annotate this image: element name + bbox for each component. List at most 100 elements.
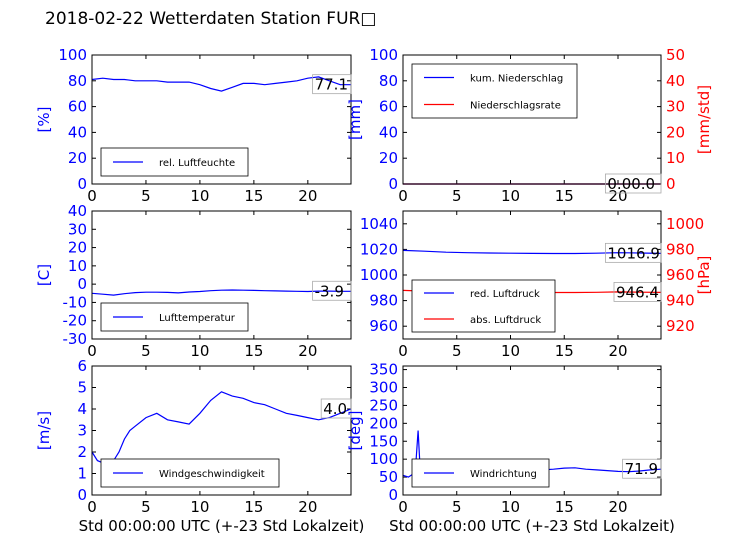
pressure-ytick-label: 1040 (360, 215, 398, 233)
pressure-ytick2-label: 1000 (666, 215, 704, 233)
temperature-ytick-label: 40 (68, 202, 87, 220)
temperature-legend-label: Lufttemperatur (159, 313, 236, 324)
temperature-annotation: -3.9 (315, 282, 344, 300)
humidity-ytick-label: 40 (68, 123, 87, 141)
winddir-xlabel: Std 00:00:00 UTC (+-23 Std Lokalzeit) (389, 517, 675, 535)
pressure-legend-box (411, 279, 556, 333)
precip-ytick-label: 60 (379, 98, 398, 116)
precip-xtick-label: 0 (398, 187, 408, 205)
precip-ytick-label: 100 (369, 46, 398, 64)
windspeed-plot-frame (91, 365, 352, 496)
precip-xtick-label: 20 (608, 187, 627, 205)
pressure-xtick-label: 0 (398, 342, 408, 360)
precip-ytick2-label: 50 (666, 46, 685, 64)
precip-ytick-label: 80 (379, 72, 398, 90)
precip-ytick2-label: 20 (666, 123, 685, 141)
windspeed-annotation-box (320, 398, 352, 419)
pressure-annotation: 1016.9 (607, 244, 660, 262)
pressure-ytick2-label: 920 (666, 317, 695, 335)
precip-ytick-label: 0 (388, 175, 398, 193)
winddir-xtick-label: 0 (398, 498, 408, 516)
temperature-xtick-label: 0 (87, 342, 97, 360)
windspeed-ytick-label: 6 (77, 357, 87, 375)
pressure-ylabel2: [hPa] (695, 256, 713, 295)
windspeed-xlabel: Std 00:00:00 UTC (+-23 Std Lokalzeit) (79, 517, 365, 535)
humidity-ytick-label: 100 (58, 46, 87, 64)
winddir-ytick-label: 200 (369, 414, 398, 432)
temperature-ylabel: [C] (35, 264, 53, 286)
pressure-ytick-label: 1020 (360, 240, 398, 258)
humidity-ytick-label: 20 (68, 149, 87, 167)
pressure-xtick-label: 15 (555, 342, 574, 360)
windspeed-ytick-label: 2 (77, 443, 87, 461)
precip-ytick2-label: 30 (666, 98, 685, 116)
windspeed-xtick-label: 15 (244, 498, 263, 516)
windspeed-legend-label: Windgeschwindigkeit (159, 469, 265, 480)
winddir-ytick-label: 50 (379, 468, 398, 486)
windspeed-annotation: 4.0 (323, 400, 347, 418)
temperature-annotation-box (312, 280, 352, 301)
temperature-xtick-label: 15 (244, 342, 263, 360)
winddir-xtick-label: 15 (555, 498, 574, 516)
winddir-annotation-box (622, 458, 662, 479)
windspeed-ytick-label: 1 (77, 465, 87, 483)
windspeed-xtick-label: 10 (190, 498, 209, 516)
winddir-ytick-label: 300 (369, 379, 398, 397)
humidity-annotation: 77.1 (315, 76, 348, 94)
windspeed-xtick-label: 0 (87, 498, 97, 516)
temperature-series-line-0 (91, 289, 351, 296)
windspeed-ytick-label: 5 (77, 379, 87, 397)
winddir-legend-box (411, 458, 550, 488)
pressure-annotation: 946.4 (616, 283, 659, 301)
humidity-series-line-0 (91, 76, 351, 92)
winddir-xtick-label: 5 (452, 498, 462, 516)
humidity-annotation-box (312, 74, 352, 95)
pressure-legend-label: abs. Luftdruck (470, 315, 541, 326)
precip-ytick-label: 20 (379, 149, 398, 167)
humidity-xtick-label: 15 (244, 187, 263, 205)
precip-xtick-label: 5 (452, 187, 462, 205)
humidity-xtick-label: 0 (87, 187, 97, 205)
precip-xtick-label: 10 (501, 187, 520, 205)
pressure-series-line-0 (402, 249, 662, 255)
humidity-legend-label: rel. Luftfeuchte (159, 158, 235, 169)
winddir-legend-label: Windrichtung (470, 469, 537, 480)
pressure-xtick-label: 5 (452, 342, 462, 360)
windspeed-ytick-label: 4 (77, 400, 87, 418)
pressure-xtick-label: 20 (608, 342, 627, 360)
humidity-ytick-label: 80 (68, 72, 87, 90)
temperature-xtick-label: 20 (298, 342, 317, 360)
winddir-ytick-label: 250 (369, 396, 398, 414)
precip-plot-frame (402, 54, 662, 185)
temperature-ytick-label: 10 (68, 257, 87, 275)
humidity-xtick-label: 20 (298, 187, 317, 205)
pressure-ytick-label: 960 (369, 317, 398, 335)
windspeed-ytick-label: 3 (77, 422, 87, 440)
winddir-ytick-label: 150 (369, 432, 398, 450)
pressure-ytick-label: 1000 (360, 266, 398, 284)
temperature-ytick-label: 20 (68, 239, 87, 257)
windspeed-ylabel: [m/s] (35, 411, 53, 450)
temperature-plot-frame (91, 210, 352, 340)
temperature-ytick-label: 0 (77, 275, 87, 293)
winddir-ytick-label: 350 (369, 361, 398, 379)
humidity-xtick-label: 10 (190, 187, 209, 205)
pressure-annotation-box (613, 282, 662, 302)
temperature-xtick-label: 10 (190, 342, 209, 360)
precip-legend-box (411, 63, 578, 119)
pressure-ytick2-label: 960 (666, 266, 695, 284)
precip-annotation-box (605, 173, 662, 194)
winddir-ytick-label: 100 (369, 450, 398, 468)
windspeed-xtick-label: 5 (141, 498, 151, 516)
figure-title: 2018-02-22 Wetterdaten Station FUR□ (45, 9, 377, 29)
windspeed-xtick-label: 20 (298, 498, 317, 516)
pressure-xtick-label: 10 (501, 342, 520, 360)
precip-ylabel2: [mm/std] (695, 85, 713, 154)
precip-ytick2-label: 40 (666, 72, 685, 90)
pressure-annotation-box (605, 242, 662, 263)
temperature-xtick-label: 5 (141, 342, 151, 360)
pressure-plot-frame (402, 210, 662, 340)
temperature-ytick-label: -30 (63, 330, 88, 348)
temperature-ytick-label: 30 (68, 220, 87, 238)
windspeed-ytick-label: 0 (77, 486, 87, 504)
